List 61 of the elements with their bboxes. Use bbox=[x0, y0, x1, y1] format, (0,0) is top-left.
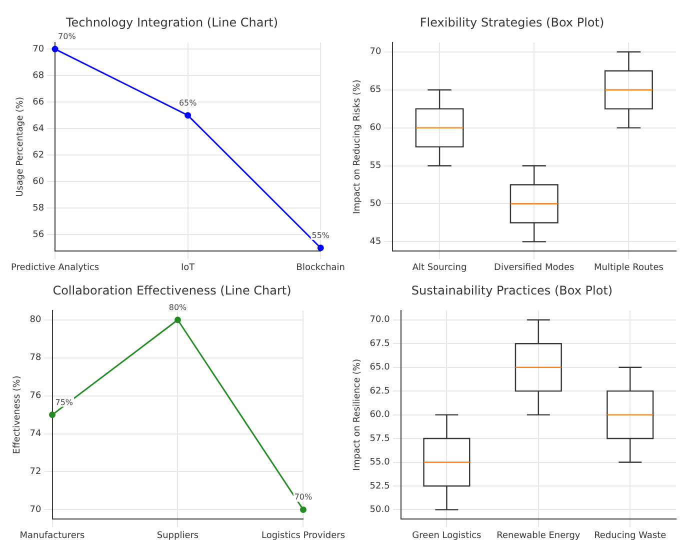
y-tick-label: 64 bbox=[32, 124, 44, 134]
y-tick-label: 70 bbox=[30, 505, 42, 516]
chart-title: Technology Integration (Line Chart) bbox=[64, 15, 278, 30]
data-label: 55% bbox=[312, 230, 330, 240]
x-tick-label: Blockchain bbox=[296, 262, 346, 273]
y-tick-label: 60 bbox=[32, 176, 44, 187]
data-label: 70% bbox=[294, 492, 313, 502]
y-tick-label: 55 bbox=[370, 161, 382, 172]
y-tick-label: 60 bbox=[370, 123, 382, 134]
point bbox=[317, 244, 324, 252]
point bbox=[300, 506, 306, 513]
x-tick-label: Suppliers bbox=[156, 530, 199, 541]
y-axis-title: Impact on Reducing Risks (%) bbox=[352, 80, 363, 214]
x-tick-label: Renewable Energy bbox=[496, 530, 581, 541]
x-tick-label: Alt Sourcing bbox=[412, 262, 467, 273]
y-axis-title: Usage Percentage (%) bbox=[16, 96, 26, 197]
y-tick-label: 55.0 bbox=[370, 458, 390, 468]
y-tick-label: 70 bbox=[370, 47, 382, 58]
y-tick-label: 50 bbox=[370, 199, 382, 210]
y-tick-label: 67.5 bbox=[370, 338, 390, 349]
x-tick-label: Diversified Modes bbox=[494, 262, 575, 273]
y-tick-label: 66 bbox=[32, 97, 44, 108]
x-tick-label: Multiple Routes bbox=[594, 262, 664, 273]
x-tick-label: Green Logistics bbox=[412, 530, 482, 541]
chart-title: Collaboration Effectiveness (Line Chart) bbox=[52, 283, 292, 298]
y-tick-label: 57.5 bbox=[370, 434, 390, 444]
y-tick-label: 78 bbox=[30, 353, 42, 364]
y-tick-label: 65.0 bbox=[370, 362, 390, 373]
data-label: 65% bbox=[178, 98, 198, 108]
y-tick-label: 62 bbox=[32, 150, 44, 160]
data-label: 70% bbox=[58, 32, 76, 42]
y-tick-label: 58 bbox=[32, 203, 44, 214]
point bbox=[49, 412, 56, 418]
data-label: 80% bbox=[168, 302, 188, 312]
y-tick-label: 68 bbox=[32, 70, 44, 81]
y-tick-label: 50.0 bbox=[370, 505, 390, 516]
y-axis-title: Effectiveness (%) bbox=[12, 376, 23, 454]
point bbox=[52, 46, 58, 52]
point bbox=[174, 316, 181, 324]
chart-title: Flexibility Strategies (Box Plot) bbox=[420, 15, 604, 30]
y-tick-label: 52.5 bbox=[370, 481, 390, 492]
y-tick-label: 76 bbox=[30, 391, 42, 402]
y-axis-title: Impact on Resilience (%) bbox=[352, 358, 363, 471]
y-tick-label: 72 bbox=[30, 467, 42, 478]
x-tick-label: Predictive Analytics bbox=[11, 262, 100, 273]
y-tick-label: 56 bbox=[32, 230, 44, 240]
y-tick-label: 45 bbox=[370, 237, 382, 248]
x-tick-label: Manufacturers bbox=[20, 530, 86, 541]
y-tick-label: 65 bbox=[370, 85, 382, 96]
y-tick-label: 70 bbox=[32, 44, 44, 54]
point bbox=[184, 112, 192, 119]
y-tick-label: 62.5 bbox=[370, 386, 390, 396]
y-tick-label: 74 bbox=[30, 429, 42, 440]
y-tick-label: 60.0 bbox=[370, 410, 390, 420]
x-tick-label: Reducing Waste bbox=[594, 530, 667, 541]
x-tick-label: Logistics Providers bbox=[261, 530, 346, 541]
chart-title: Sustainability Practices (Box Plot) bbox=[411, 283, 613, 298]
y-tick-label: 70.0 bbox=[370, 315, 390, 326]
data-label: 75% bbox=[55, 398, 74, 407]
x-tick-label: IoT bbox=[181, 262, 196, 273]
y-tick-label: 80 bbox=[30, 315, 42, 326]
